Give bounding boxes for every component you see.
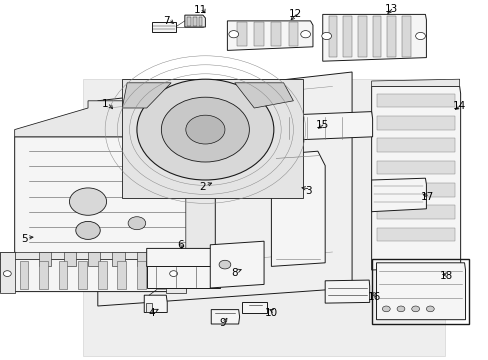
Polygon shape (0, 259, 185, 292)
Polygon shape (122, 83, 171, 108)
Circle shape (219, 260, 230, 269)
Polygon shape (144, 295, 167, 312)
Polygon shape (112, 252, 124, 266)
Polygon shape (372, 16, 381, 57)
Polygon shape (371, 86, 460, 270)
Polygon shape (271, 22, 281, 46)
Text: 7: 7 (163, 16, 169, 26)
Polygon shape (59, 261, 67, 289)
Circle shape (3, 271, 11, 276)
Polygon shape (122, 79, 303, 198)
Polygon shape (328, 16, 337, 57)
Polygon shape (137, 252, 149, 266)
Circle shape (321, 32, 331, 40)
Polygon shape (401, 16, 410, 57)
Circle shape (396, 306, 404, 312)
Polygon shape (322, 14, 426, 61)
Polygon shape (211, 310, 239, 324)
Polygon shape (63, 252, 76, 266)
Polygon shape (39, 261, 48, 289)
Text: 1: 1 (102, 99, 108, 109)
Polygon shape (137, 261, 145, 289)
Text: 14: 14 (452, 101, 466, 111)
Polygon shape (376, 228, 454, 241)
Polygon shape (288, 22, 298, 46)
Polygon shape (210, 241, 264, 288)
Polygon shape (186, 17, 190, 26)
Text: 8: 8 (231, 268, 238, 278)
Polygon shape (117, 261, 126, 289)
Polygon shape (166, 252, 185, 293)
Polygon shape (20, 261, 28, 289)
Polygon shape (376, 263, 465, 320)
Text: 12: 12 (288, 9, 302, 19)
Polygon shape (234, 83, 293, 108)
Circle shape (76, 221, 100, 239)
Polygon shape (146, 266, 220, 288)
Polygon shape (242, 302, 266, 313)
Polygon shape (376, 183, 454, 197)
Polygon shape (15, 137, 215, 274)
Circle shape (300, 31, 310, 38)
Polygon shape (343, 16, 351, 57)
Text: 16: 16 (366, 292, 380, 302)
Polygon shape (156, 261, 165, 289)
Text: 3: 3 (304, 186, 311, 196)
Polygon shape (192, 17, 196, 26)
Polygon shape (88, 252, 100, 266)
Polygon shape (146, 248, 220, 269)
Text: 2: 2 (199, 182, 206, 192)
Polygon shape (376, 138, 454, 152)
Polygon shape (15, 101, 215, 137)
Polygon shape (98, 72, 351, 306)
Circle shape (411, 306, 419, 312)
Polygon shape (376, 94, 454, 107)
Polygon shape (198, 17, 202, 26)
Text: 6: 6 (177, 240, 184, 250)
Polygon shape (184, 15, 205, 27)
Polygon shape (83, 79, 444, 356)
Circle shape (161, 97, 249, 162)
Circle shape (415, 32, 425, 40)
Polygon shape (376, 205, 454, 219)
Polygon shape (39, 252, 51, 266)
Circle shape (169, 271, 177, 276)
Polygon shape (271, 151, 325, 266)
Polygon shape (357, 16, 366, 57)
Circle shape (137, 79, 273, 180)
Polygon shape (145, 303, 151, 312)
Circle shape (69, 188, 106, 215)
Polygon shape (0, 252, 176, 259)
Text: 4: 4 (148, 308, 155, 318)
Text: 11: 11 (193, 5, 207, 15)
Polygon shape (185, 137, 215, 259)
Polygon shape (283, 112, 372, 140)
Polygon shape (227, 21, 312, 50)
Polygon shape (371, 178, 426, 212)
Text: 18: 18 (438, 271, 452, 282)
Text: 5: 5 (21, 234, 28, 244)
Polygon shape (376, 116, 454, 130)
Text: 9: 9 (219, 318, 225, 328)
Circle shape (185, 115, 224, 144)
Text: 13: 13 (384, 4, 397, 14)
Polygon shape (254, 22, 264, 46)
Text: 10: 10 (264, 308, 277, 318)
Polygon shape (151, 22, 176, 32)
Polygon shape (237, 22, 246, 46)
Text: 17: 17 (420, 192, 434, 202)
Polygon shape (371, 79, 459, 86)
Polygon shape (98, 261, 106, 289)
Text: 15: 15 (315, 120, 329, 130)
Circle shape (128, 217, 145, 230)
Circle shape (228, 31, 238, 38)
Circle shape (426, 306, 433, 312)
Polygon shape (325, 280, 369, 303)
Polygon shape (0, 252, 15, 293)
Circle shape (382, 306, 389, 312)
Polygon shape (78, 261, 87, 289)
Polygon shape (386, 16, 395, 57)
Polygon shape (376, 161, 454, 174)
